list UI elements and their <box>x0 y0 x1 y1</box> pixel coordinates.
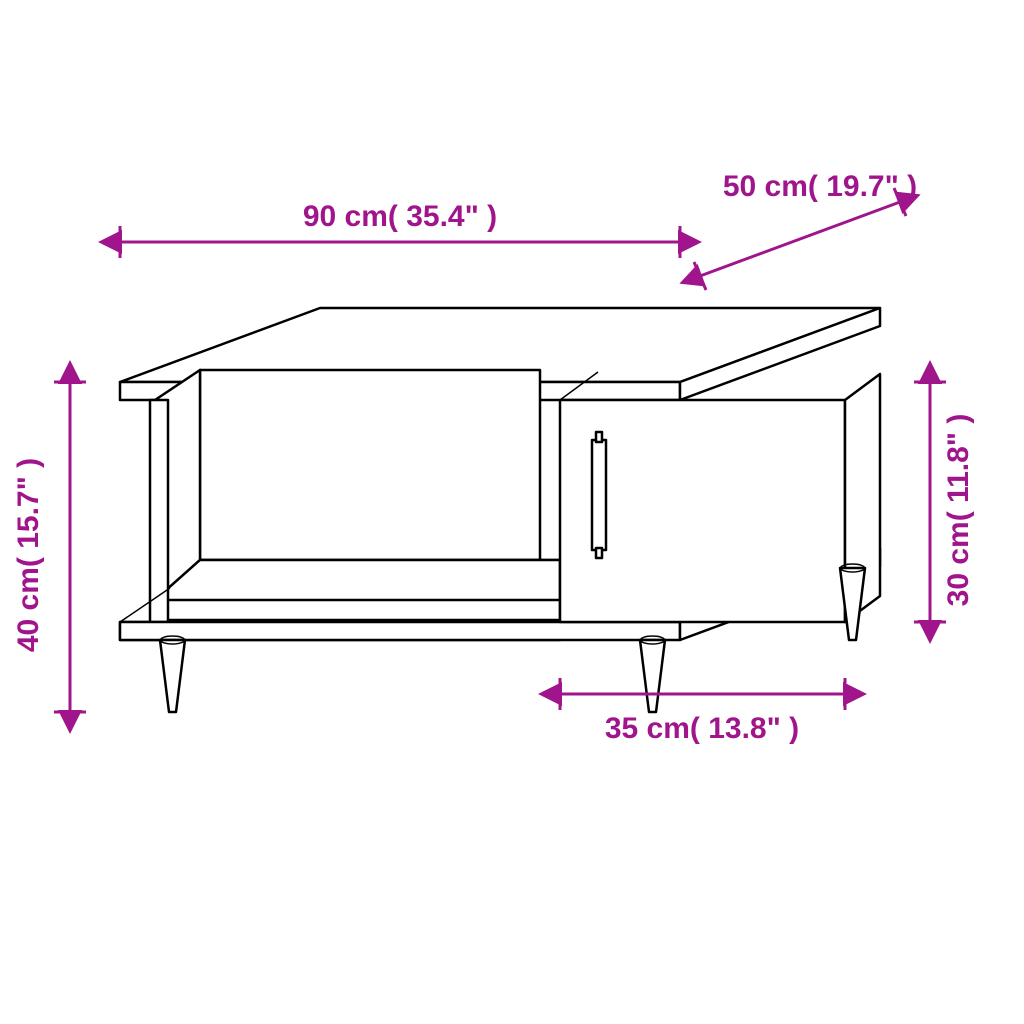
dim-width: 90 cm( 35.4" ) <box>120 200 680 258</box>
dim-door-height: 30 cm( 11.8" ) <box>914 382 975 622</box>
furniture-drawing <box>120 308 880 712</box>
dim-width-label: 90 cm( 35.4" ) <box>303 200 497 233</box>
dim-door-width: 35 cm( 13.8" ) <box>560 678 845 745</box>
dim-door-width-label: 35 cm( 13.8" ) <box>605 712 799 745</box>
dim-total-height-label: 40 cm( 15.7" ) <box>12 458 45 652</box>
dim-depth: 50 cm( 19.7" ) <box>694 170 917 290</box>
dim-depth-label: 50 cm( 19.7" ) <box>723 170 917 203</box>
dimension-diagram: 90 cm( 35.4" ) 50 cm( 19.7" ) 40 cm( 15.… <box>0 0 1024 1024</box>
dim-door-height-label: 30 cm( 11.8" ) <box>942 414 975 607</box>
dim-total-height: 40 cm( 15.7" ) <box>12 382 86 712</box>
door-handle <box>592 432 606 558</box>
